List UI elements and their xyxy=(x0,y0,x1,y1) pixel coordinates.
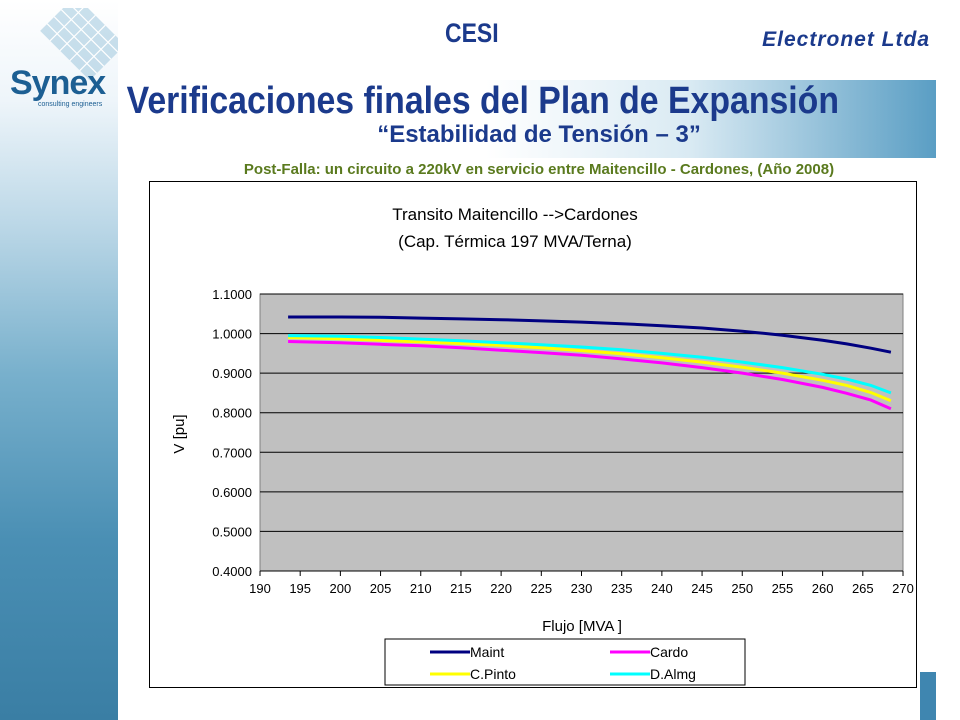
series-line-c-pinto xyxy=(288,336,892,403)
gridlines xyxy=(259,293,904,576)
legend-label-d-almg: D.Almg xyxy=(650,666,696,682)
voltage-chart: Transito Maitencillo -->Cardones (Cap. T… xyxy=(171,205,914,686)
chart-container: Transito Maitencillo -->Cardones (Cap. T… xyxy=(149,181,917,688)
page-title: Verificaciones finales del Plan de Expan… xyxy=(126,80,840,122)
legend-box xyxy=(384,638,746,686)
y-tick-label: 0.5000 xyxy=(212,524,252,539)
page-subtitle: “Estabilidad de Tensión – 3” xyxy=(377,121,701,148)
x-tick-label: 245 xyxy=(691,581,713,596)
legend-label-c-pinto: C.Pinto xyxy=(470,666,516,682)
x-tick-label: 215 xyxy=(450,581,472,596)
x-tick-label: 210 xyxy=(410,581,432,596)
legend-label-cardo: Cardo xyxy=(650,644,688,660)
series-line-d-almg xyxy=(288,334,892,395)
x-tick-label: 255 xyxy=(772,581,794,596)
x-tick-label: 190 xyxy=(249,581,271,596)
legend-label-maint: Maint xyxy=(470,644,504,660)
x-tick-label: 270 xyxy=(892,581,914,596)
x-tick-label: 220 xyxy=(490,581,512,596)
x-tick-label: 265 xyxy=(852,581,874,596)
x-tick-label: 240 xyxy=(651,581,673,596)
cesi-label: CESI xyxy=(445,18,499,48)
y-tick-label: 1.1000 xyxy=(212,287,252,302)
series-lines xyxy=(288,315,892,411)
title-band xyxy=(118,80,936,158)
left-decor-bar xyxy=(0,0,118,720)
y-axis-label: V [pu] xyxy=(171,414,188,453)
chart-title: Transito Maitencillo -->Cardones xyxy=(392,205,638,224)
y-tick-labels: 0.4000 0.5000 0.6000 0.7000 0.8000 0.9000 1.00… xyxy=(212,287,252,579)
x-tick-label: 250 xyxy=(731,581,753,596)
x-tick-labels: 190 195 200 205 210 215 220 225 230 235 240 245 250 2… xyxy=(249,581,914,596)
x-tick-label: 235 xyxy=(611,581,633,596)
legend: Maint Cardo C.Pinto D.Almg xyxy=(430,644,696,682)
synex-logo-tagline: consulting engineers xyxy=(38,101,103,108)
synex-logo-word: Synex xyxy=(10,64,106,102)
y-tick-label: 0.8000 xyxy=(212,406,252,421)
synex-logo-icon xyxy=(40,8,118,81)
series-line-cardo xyxy=(288,340,892,411)
y-tick-label: 0.6000 xyxy=(212,485,252,500)
bottom-decor-band xyxy=(920,672,936,720)
y-tick-label: 0.4000 xyxy=(212,564,252,579)
x-tick-label: 225 xyxy=(530,581,552,596)
y-tick-label: 1.0000 xyxy=(212,327,252,342)
postfalla-caption: Post-Falla: un circuito a 220kV en servi… xyxy=(243,161,835,178)
x-tick-label: 230 xyxy=(571,581,593,596)
series-line-maint xyxy=(288,315,892,354)
x-tick-label: 200 xyxy=(330,581,352,596)
x-axis-label: Flujo [MVA ] xyxy=(542,618,622,635)
x-tick-label: 195 xyxy=(289,581,311,596)
y-tick-label: 0.7000 xyxy=(212,445,252,460)
x-tick-label: 205 xyxy=(370,581,392,596)
chart-subtitle: (Cap. Térmica 197 MVA/Terna) xyxy=(398,232,632,251)
y-tick-label: 0.9000 xyxy=(212,366,252,381)
electronet-label: Electronet Ltda xyxy=(762,28,930,51)
x-tick-label: 260 xyxy=(812,581,834,596)
